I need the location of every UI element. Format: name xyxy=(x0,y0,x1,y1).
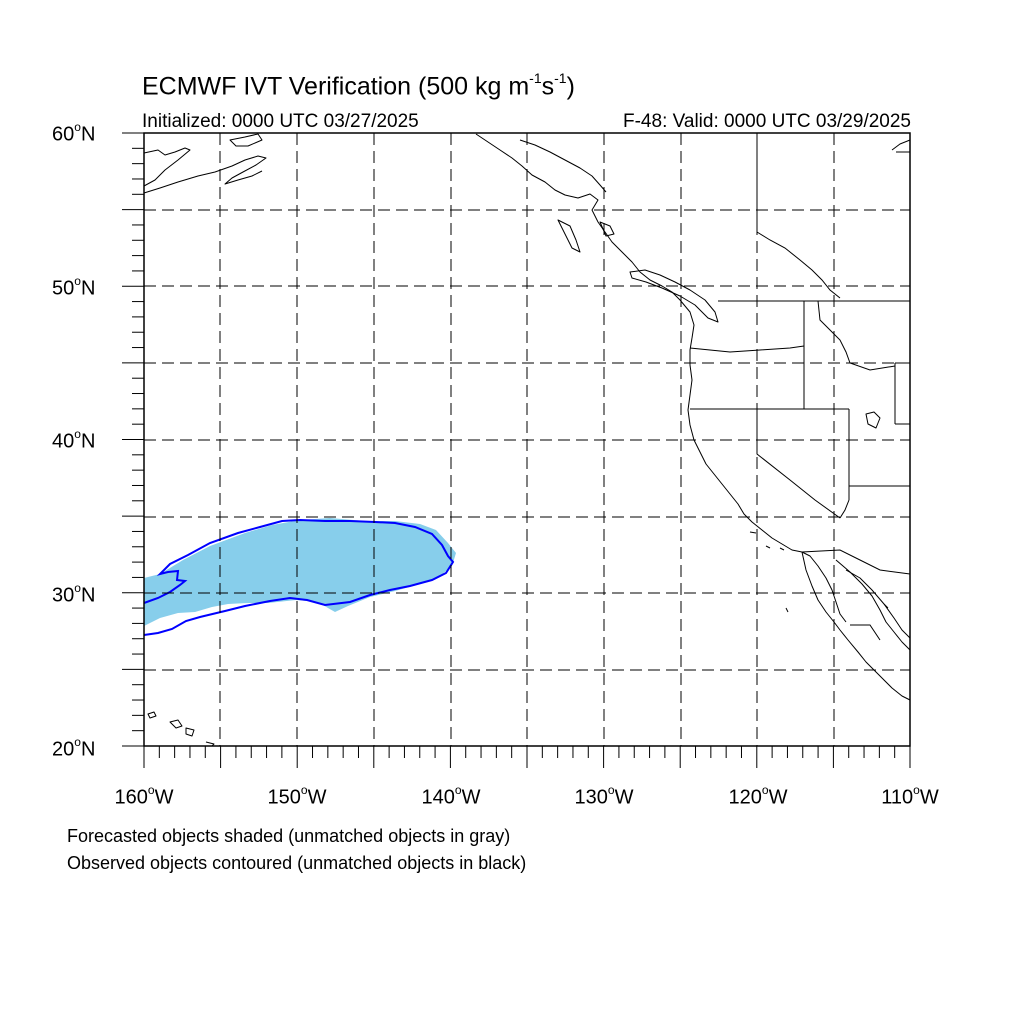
forecast-object xyxy=(144,518,456,626)
political-boundaries xyxy=(689,133,911,641)
lon-label-130w: 130oW xyxy=(574,783,634,809)
lon-label-110w: 110oW xyxy=(881,783,939,809)
forecast-legend-note: Forecasted objects shaded (unmatched obj… xyxy=(67,826,511,846)
lat-label-20n: 20oN xyxy=(52,735,96,761)
initialized-time: Initialized: 0000 UTC 03/27/2025 xyxy=(142,111,419,132)
lon-label-120w: 120oW xyxy=(728,783,788,809)
map-title: ECMWF IVT Verification (500 kg m-1s-1) xyxy=(142,70,575,101)
lat-label-50n: 50oN xyxy=(52,274,96,300)
lon-label-150w: 150oW xyxy=(267,783,327,809)
lon-label-160w: 160oW xyxy=(114,783,174,809)
axis-ticks xyxy=(122,132,911,768)
valid-time: F-48: Valid: 0000 UTC 03/29/2025 xyxy=(623,111,911,132)
graticule xyxy=(144,133,910,746)
lat-label-30n: 30oN xyxy=(52,581,96,607)
coastlines xyxy=(143,133,911,747)
observed-object-contour xyxy=(143,518,455,636)
lon-label-140w: 140oW xyxy=(421,783,481,809)
observed-legend-note: Observed objects contoured (unmatched ob… xyxy=(67,853,527,873)
lat-label-40n: 40oN xyxy=(52,427,96,453)
lat-label-60n: 60oN xyxy=(52,120,96,146)
